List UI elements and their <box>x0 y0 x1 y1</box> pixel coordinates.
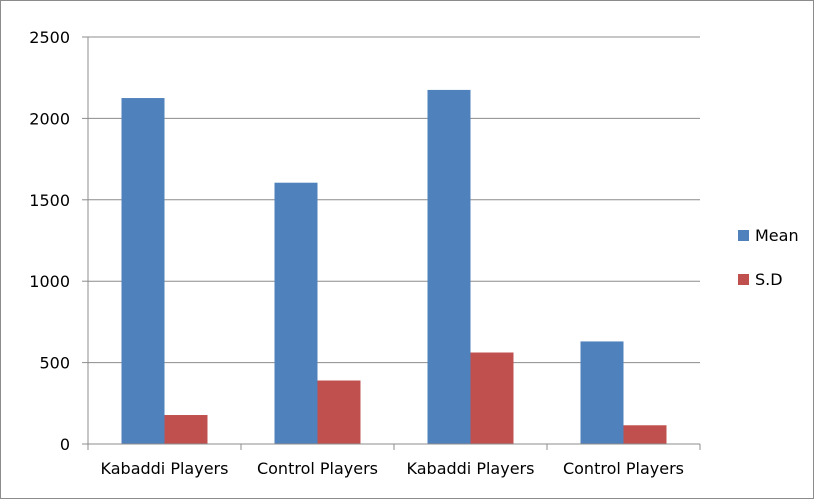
bar-sd-4 <box>623 425 667 444</box>
y-tick-label: 2000 <box>29 109 70 128</box>
y-axis-ticks: 0 500 1000 1500 2000 2500 <box>29 28 70 454</box>
legend: Mean S.D <box>738 226 799 289</box>
bar-mean-2 <box>274 182 318 444</box>
bar-mean-3 <box>427 89 471 444</box>
legend-swatch-mean <box>738 230 749 241</box>
bars <box>121 89 667 445</box>
legend-label-sd: S.D <box>755 270 783 289</box>
y-tick-label: 500 <box>39 354 70 373</box>
y-tick-label: 1500 <box>29 191 70 210</box>
x-tick-label: Kabaddi Players <box>101 459 229 478</box>
x-tick-label: Control Players <box>257 459 378 478</box>
x-axis-ticks: Kabaddi Players Control Players Kabaddi Pl… <box>101 459 685 478</box>
legend-label-mean: Mean <box>755 226 799 245</box>
y-tick-label: 1000 <box>29 272 70 291</box>
bar-sd-2 <box>317 380 361 444</box>
x-tick-label: Kabaddi Players <box>407 459 535 478</box>
axes <box>82 36 701 450</box>
y-tick-label: 0 <box>60 435 70 454</box>
bar-sd-1 <box>164 415 208 444</box>
legend-swatch-sd <box>738 274 749 285</box>
bar-mean-4 <box>580 341 624 444</box>
x-tick-label: Control Players <box>563 459 684 478</box>
bar-sd-3 <box>470 352 514 444</box>
bar-mean-1 <box>121 98 165 445</box>
gridlines <box>88 36 700 364</box>
y-tick-label: 2500 <box>29 28 70 47</box>
